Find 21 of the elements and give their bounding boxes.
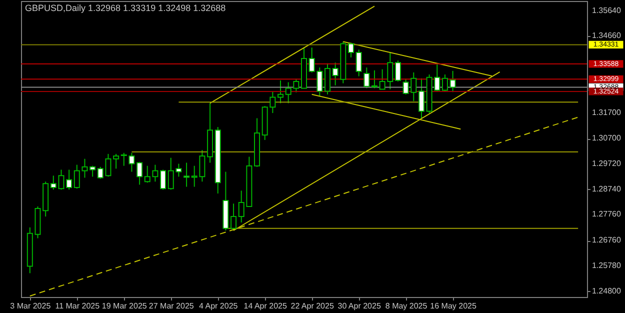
y-tick-label: 1.27760 — [592, 210, 622, 219]
y-tick-label: 1.26760 — [592, 236, 622, 245]
x-tick-label: 14 Apr 2025 — [244, 302, 288, 310]
y-tick-label: 1.24800 — [592, 286, 622, 296]
y-tick-label: 1.29720 — [592, 159, 622, 168]
y-tick-label: 1.30700 — [592, 134, 622, 143]
x-tick-label: 27 Mar 2025 — [148, 302, 194, 310]
y-tick-label: 1.31700 — [592, 108, 622, 117]
x-tick-label: 22 Apr 2025 — [290, 302, 334, 310]
x-tick-label: 11 Mar 2025 — [55, 302, 100, 310]
x-tick-label: 3 Mar 2025 — [10, 302, 52, 310]
y-tick-label: 1.28740 — [592, 184, 622, 194]
x-tick-label: 8 May 2025 — [385, 302, 428, 310]
x-tick-label: 4 Apr 2025 — [199, 302, 238, 310]
y-tick-label: 1.34660 — [592, 31, 622, 40]
x-tick-label: 16 May 2025 — [430, 302, 477, 310]
x-tick-label: 30 Apr 2025 — [338, 302, 382, 310]
x-tick-label: 19 Mar 2025 — [102, 302, 148, 310]
y-tick-label: 1.25780 — [592, 260, 622, 270]
chart-title: GBPUSD,Daily 1.32968 1.33319 1.32498 1.32688 — [25, 3, 226, 13]
y-tick-label: 1.35640 — [592, 6, 622, 15]
